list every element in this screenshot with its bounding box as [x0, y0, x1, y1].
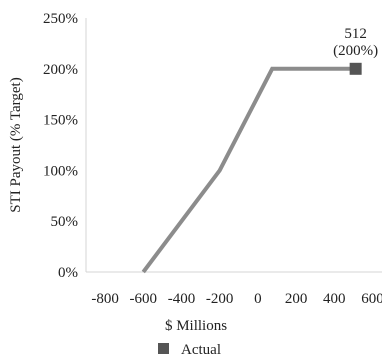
- x-tick-label: -200: [206, 291, 234, 307]
- y-tick-label: 200%: [43, 62, 78, 78]
- payout-line: [141, 66, 356, 274]
- y-tick-label: 150%: [43, 113, 78, 129]
- x-tick-labels: -800 -600 -400 -200 0 200 400 600: [91, 291, 382, 307]
- y-tick-label: 0%: [58, 265, 78, 281]
- legend-label-actual: Actual: [181, 342, 221, 356]
- x-tick-label: -400: [168, 291, 196, 307]
- y-axis-title: STI Payout (% Target): [8, 77, 24, 212]
- y-tick-labels: 0% 50% 100% 150% 200% 250%: [43, 11, 78, 281]
- y-tick-label: 250%: [43, 11, 78, 27]
- x-tick-label: 200: [285, 291, 308, 307]
- annotation-label: 512: [344, 26, 367, 42]
- y-tick-label: 100%: [43, 163, 78, 179]
- series-layer: [141, 62, 362, 274]
- legend-swatch-actual: [158, 343, 169, 354]
- x-tick-label: -600: [130, 291, 158, 307]
- x-tick-label: 400: [323, 291, 346, 307]
- actual-marker: [349, 62, 362, 75]
- x-tick-label: -800: [91, 291, 119, 307]
- legend: Actual: [158, 342, 221, 356]
- annotation-label: (200%): [333, 43, 378, 59]
- y-tick-label: 50%: [51, 214, 79, 230]
- x-tick-label: 600: [361, 291, 382, 307]
- x-tick-label: 0: [254, 291, 262, 307]
- x-axis-title: $ Millions: [165, 318, 227, 334]
- annotation-layer: 512(200%): [333, 26, 378, 59]
